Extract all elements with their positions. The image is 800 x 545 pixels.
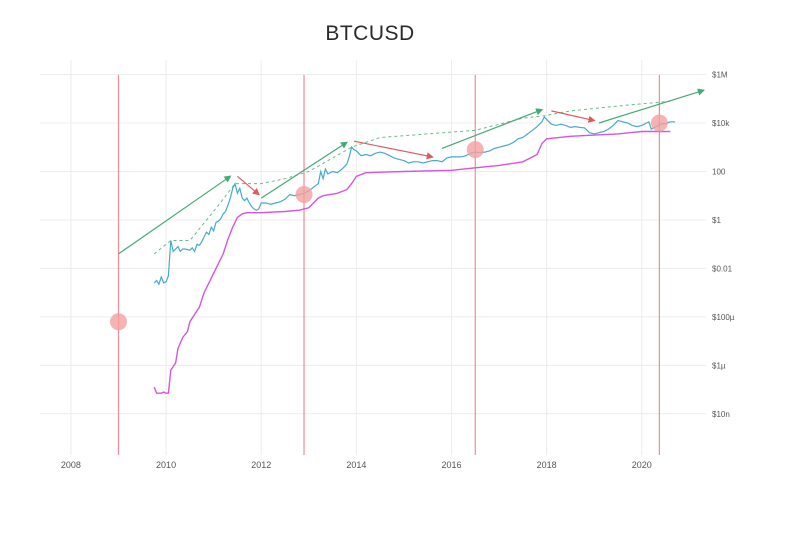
x-tick-label: 2016: [441, 460, 461, 470]
uptrend-arrow: [441, 108, 544, 150]
halving-marker: [466, 141, 484, 159]
chart-title: BTCUSD: [325, 22, 415, 45]
price-line: [153, 115, 676, 286]
y-tick-label: $10k: [712, 119, 730, 128]
y-axis-ticks: $1M $10k 100 $1 $0.01 $100µ $1µ $10n: [712, 71, 735, 419]
y-tick-label: $0.01: [712, 264, 733, 273]
x-axis-ticks: 2008 2010 2012 2014 2016 2018 2020: [61, 460, 652, 470]
x-tick-label: 2012: [251, 460, 271, 470]
y-tick-label: $1: [712, 216, 721, 225]
x-tick-label: 2018: [537, 460, 557, 470]
y-tick-label: $10n: [712, 410, 730, 419]
x-tick-label: 2014: [346, 460, 366, 470]
downtrend-arrow: [353, 140, 434, 160]
uptrend-arrow: [598, 88, 705, 124]
y-tick-label: $1M: [712, 71, 728, 80]
halving-marker: [650, 114, 668, 132]
price-series: [153, 115, 676, 286]
uptrend-arrow: [118, 175, 232, 255]
halving-lines: [117, 75, 660, 455]
halving-marker: [295, 185, 313, 203]
halving-marker: [109, 313, 127, 331]
x-tick-label: 2008: [61, 460, 81, 470]
floor-series: [153, 130, 671, 394]
downtrend-arrow: [551, 110, 596, 123]
trend-arrows: [118, 88, 705, 255]
y-tick-label: 100: [712, 167, 726, 176]
x-tick-label: 2020: [632, 460, 652, 470]
grid: [40, 60, 706, 455]
x-tick-label: 2010: [156, 460, 176, 470]
y-tick-label: $1µ: [712, 361, 726, 370]
floor-line: [153, 130, 671, 394]
uptrend-arrow: [260, 141, 349, 199]
downtrend-arrow: [237, 175, 260, 196]
y-tick-label: $100µ: [712, 313, 735, 322]
halving-markers: [109, 114, 668, 331]
